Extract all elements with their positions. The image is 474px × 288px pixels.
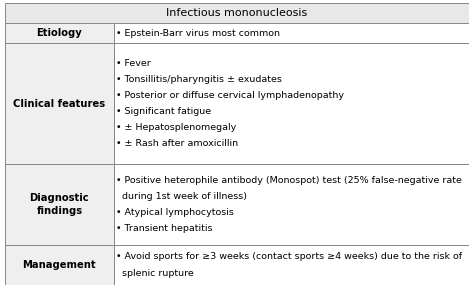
Text: • ± Rash after amoxicillin: • ± Rash after amoxicillin — [116, 139, 238, 149]
Bar — [5, 43, 114, 164]
Text: Clinical features: Clinical features — [13, 99, 105, 109]
Text: • ± Hepatosplenomegaly: • ± Hepatosplenomegaly — [116, 123, 237, 132]
Text: Infectious mononucleosis: Infectious mononucleosis — [166, 8, 308, 18]
Text: Etiology: Etiology — [36, 28, 82, 38]
Bar — [114, 23, 469, 43]
Text: • Transient hepatitis: • Transient hepatitis — [116, 224, 213, 233]
Text: during 1st week of illness): during 1st week of illness) — [116, 192, 247, 201]
Text: • Avoid sports for ≥3 weeks (contact sports ≥4 weeks) due to the risk of: • Avoid sports for ≥3 weeks (contact spo… — [116, 252, 462, 262]
Bar — [5, 23, 114, 43]
Text: Diagnostic
findings: Diagnostic findings — [29, 193, 89, 216]
Text: • Positive heterophile antibody (Monospot) test (25% false-negative rate: • Positive heterophile antibody (Monospo… — [116, 176, 462, 185]
Bar — [5, 3, 469, 23]
Text: • Posterior or diffuse cervical lymphadenopathy: • Posterior or diffuse cervical lymphade… — [116, 91, 344, 100]
Bar — [5, 245, 114, 285]
Text: splenic rupture: splenic rupture — [116, 268, 194, 278]
Text: • Tonsillitis/pharyngitis ± exudates: • Tonsillitis/pharyngitis ± exudates — [116, 75, 282, 84]
Bar — [5, 164, 114, 245]
Text: • Significant fatigue: • Significant fatigue — [116, 107, 211, 116]
Text: • Fever: • Fever — [116, 59, 151, 68]
Text: Management: Management — [22, 260, 96, 270]
Bar — [114, 164, 469, 245]
Bar — [114, 245, 469, 285]
Text: • Atypical lymphocytosis: • Atypical lymphocytosis — [116, 208, 234, 217]
Text: • Epstein-Barr virus most common: • Epstein-Barr virus most common — [116, 29, 280, 38]
Bar — [114, 43, 469, 164]
